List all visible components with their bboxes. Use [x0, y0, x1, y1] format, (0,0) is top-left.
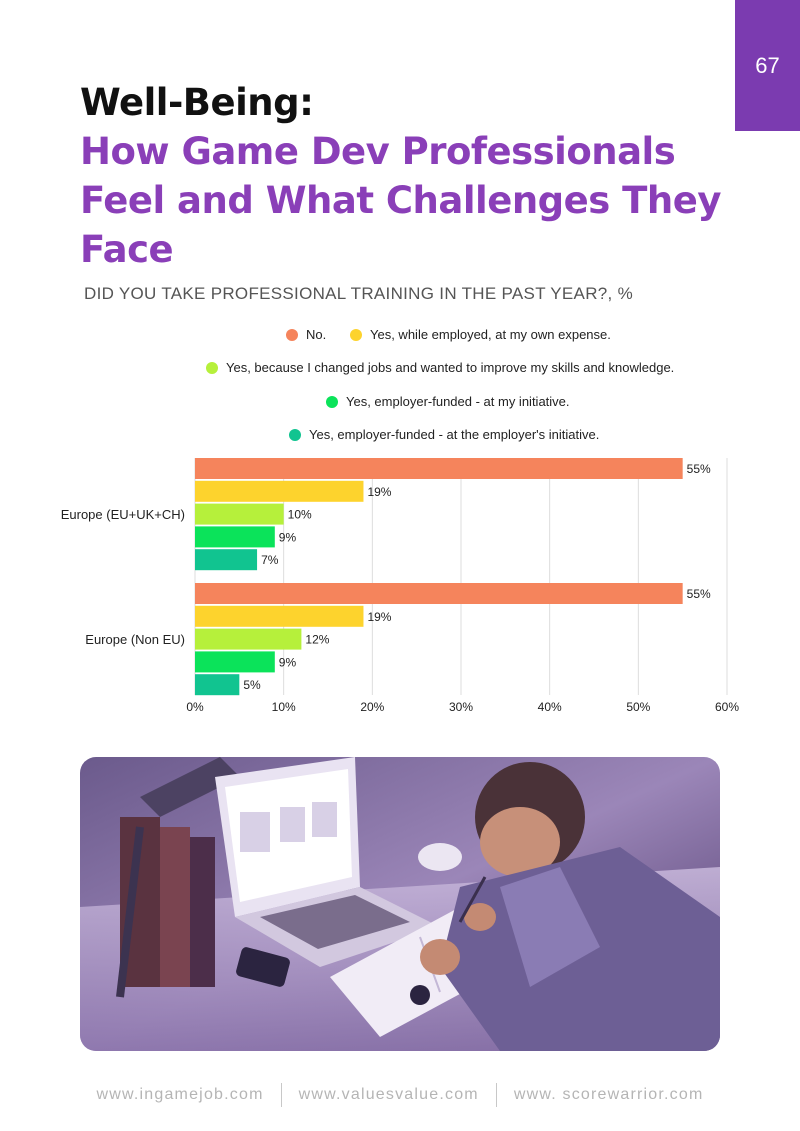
bar — [195, 526, 275, 548]
bar — [195, 605, 364, 627]
bar — [195, 503, 284, 525]
bar-chart: 0% 10% 20% 30% 40% 50% 60%55%19%10%9%7%Europe … — [61, 458, 739, 714]
x-tick-label: 40% — [538, 700, 562, 714]
footer-link-valuesvalue[interactable]: www.valuesvalue.com — [298, 1086, 479, 1103]
bar — [195, 651, 275, 673]
legend-item-employer-funded-my-initiative: Yes, employer-funded - at my initiative. — [326, 394, 570, 409]
bar-value-label: 7% — [261, 553, 279, 567]
title-line-1: Well-Being: — [80, 81, 314, 124]
bar — [195, 480, 364, 502]
page-number: 67 — [755, 52, 780, 78]
bar — [195, 458, 683, 479]
x-tick-label: 30% — [449, 700, 473, 714]
bar-value-label: 12% — [305, 633, 329, 647]
footer-separator — [280, 1083, 282, 1107]
bar-value-label: 19% — [367, 485, 391, 499]
bar — [195, 628, 302, 650]
bar-value-label: 19% — [367, 610, 391, 624]
legend-item-no: No. — [286, 327, 326, 342]
chart-question: DID YOU TAKE PROFESSIONAL TRAINING IN TH… — [84, 284, 633, 303]
illustration-developer-studying — [80, 757, 720, 1051]
bar-value-label: 55% — [687, 587, 711, 601]
legend-label: Yes, employer-funded - at my initiative. — [346, 394, 570, 409]
bar — [195, 674, 240, 696]
bar-value-label: 9% — [279, 655, 297, 669]
legend-label: Yes, while employed, at my own expense. — [370, 327, 611, 342]
x-tick-label: 0% — [186, 700, 204, 714]
page-title: Well-Being: How Game Dev Professionals F… — [80, 78, 740, 274]
category-label: Europe (EU+UK+CH) — [61, 507, 185, 522]
legend-item-own-expense: Yes, while employed, at my own expense. — [350, 327, 611, 342]
bar — [195, 549, 258, 571]
page-number-badge: 67 — [735, 0, 800, 131]
legend-label: Yes, because I changed jobs and wanted t… — [226, 360, 675, 375]
legend-label: Yes, employer-funded - at the employer's… — [309, 427, 600, 442]
legend-dot-icon — [350, 328, 362, 341]
bar-value-label: 5% — [243, 678, 261, 692]
x-tick-label: 20% — [360, 700, 384, 714]
footer-separator — [495, 1083, 497, 1107]
developer-illustration-icon — [80, 757, 720, 1051]
x-tick-label: 60% — [715, 700, 739, 714]
x-tick-label: 50% — [626, 700, 650, 714]
bar-value-label: 10% — [288, 508, 312, 522]
category-label: Europe (Non EU) — [85, 632, 185, 647]
bar-value-label: 55% — [687, 462, 711, 476]
legend-dot-icon — [289, 428, 301, 441]
bar — [195, 583, 683, 604]
x-tick-label: 10% — [272, 700, 296, 714]
legend-item-employer-funded-employer-initiative: Yes, employer-funded - at the employer's… — [289, 427, 599, 442]
footer: www.ingamejob.com www.valuesvalue.com ww… — [0, 1083, 800, 1107]
legend-dot-icon — [206, 361, 218, 374]
bar-value-label: 9% — [279, 530, 297, 544]
footer-link-ingamejob[interactable]: www.ingamejob.com — [96, 1086, 264, 1103]
legend-dot-icon — [326, 395, 338, 408]
legend-label: No. — [306, 327, 327, 342]
legend-dot-icon — [286, 328, 298, 341]
legend-item-changed-jobs: Yes, because I changed jobs and wanted t… — [206, 360, 674, 375]
footer-link-scorewarrior[interactable]: www. scorewarrior.com — [513, 1086, 704, 1103]
title-line-2: How Game Dev Professionals Feel and What… — [80, 130, 721, 271]
